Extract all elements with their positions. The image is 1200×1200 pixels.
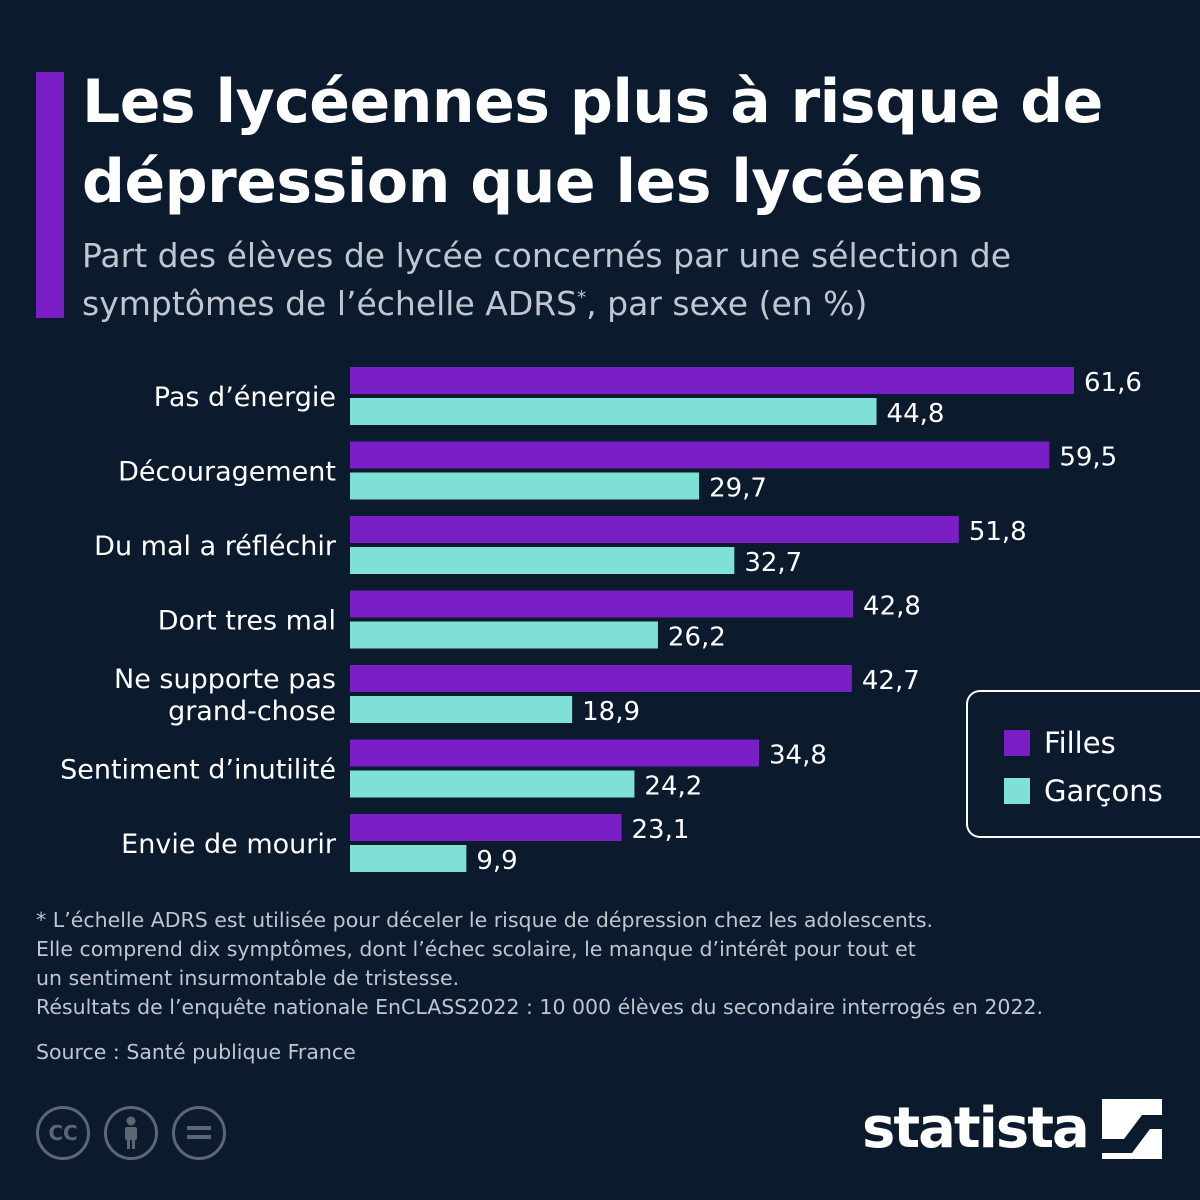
legend-item-filles: Filles [1004,726,1116,760]
data-label: 59,5 [1059,443,1117,473]
category-label-line: Envie de mourir [121,829,337,860]
data-label: 61,6 [1084,368,1142,398]
data-label: 26,2 [668,623,726,653]
category-label-line: Ne supporte pas [114,664,336,695]
bar-garcons [350,845,467,872]
category-label-line: Du mal a réfléchir [94,531,337,562]
legend-swatch-filles [1004,730,1030,756]
legend: Filles Garçons [966,690,1200,838]
category-label-line: grand-chose [168,696,336,727]
category-label-line: Découragement [118,457,336,488]
bar-garcons [350,621,658,649]
category-label: Pas d’énergie [154,382,336,413]
bar-filles [350,367,1074,394]
category-label-line: Dort tres mal [158,606,336,637]
legend-label-filles: Filles [1044,726,1116,760]
bar-filles [350,814,622,841]
footnote-line: Elle comprend dix symptômes, dont l’éche… [36,937,916,961]
category-label: Dort tres mal [158,606,336,637]
bar-filles [350,590,854,618]
category-label: Sentiment d’inutilité [60,755,336,786]
footnotes: * L’échelle ADRS est utilisée pour décel… [36,906,1176,1022]
category-label: Découragement [118,457,336,488]
legend-item-garcons: Garçons [1004,774,1163,808]
bar-chart: 61,6 44,8 Pas d’énergie 59,5 29,7 Décourageme… [60,367,1142,876]
license-icons: CC [36,1106,226,1160]
bar-filles [350,665,852,692]
footnote-line: Résultats de l’enquête nationale EnCLASS… [36,995,1044,1019]
bar-filles [350,441,1050,469]
data-label: 24,2 [644,772,702,802]
bar-garcons [350,398,877,425]
subtitle-tail: , par sexe (en %) [586,284,868,323]
legend-swatch-garcons [1004,778,1030,804]
data-label: 51,8 [969,517,1027,547]
bar-garcons [350,696,573,723]
bar-filles [350,739,760,767]
footnote-mark: * [577,287,587,308]
page-title: Les lycéennes plus à risque de dépressio… [82,67,1103,217]
data-label: 34,8 [769,741,827,771]
legend-label-garcons: Garçons [1044,774,1163,808]
subtitle-text: Part des élèves de lycée concernés par u… [82,236,1012,323]
statista-mark-icon [1101,1098,1162,1159]
logo-text: statista [862,1096,1090,1161]
footnote-line: un sentiment insurmontable de tristesse. [36,966,460,990]
data-label: 42,7 [862,666,920,696]
category-label: Ne supporte pas grand-chose [114,664,336,727]
cc-icon[interactable]: CC [36,1106,90,1160]
subtitle: Part des élèves de lycée concernés par u… [82,232,1172,328]
bar-garcons [350,472,700,500]
data-label: 18,9 [582,697,640,727]
statista-logo[interactable]: statista [862,1096,1162,1161]
data-label: 44,8 [887,399,945,429]
bar-garcons [350,547,735,574]
footnote-line: * L’échelle ADRS est utilisée pour décel… [36,908,934,932]
bar-garcons [350,770,635,798]
data-label: 9,9 [476,846,517,876]
data-label: 42,8 [863,592,921,622]
data-label: 23,1 [632,815,690,845]
equals-icon[interactable] [172,1106,226,1160]
category-label-line: Pas d’énergie [154,382,336,413]
data-label: 32,7 [744,548,802,578]
category-label: Envie de mourir [121,829,337,860]
person-icon[interactable] [104,1106,158,1160]
source-text: Source : Santé publique France [36,1040,356,1064]
bar-filles [350,516,959,543]
data-label: 29,7 [709,474,767,504]
category-label: Du mal a réfléchir [94,531,337,562]
category-label-line: Sentiment d’inutilité [60,755,336,786]
accent-bar [36,72,64,318]
